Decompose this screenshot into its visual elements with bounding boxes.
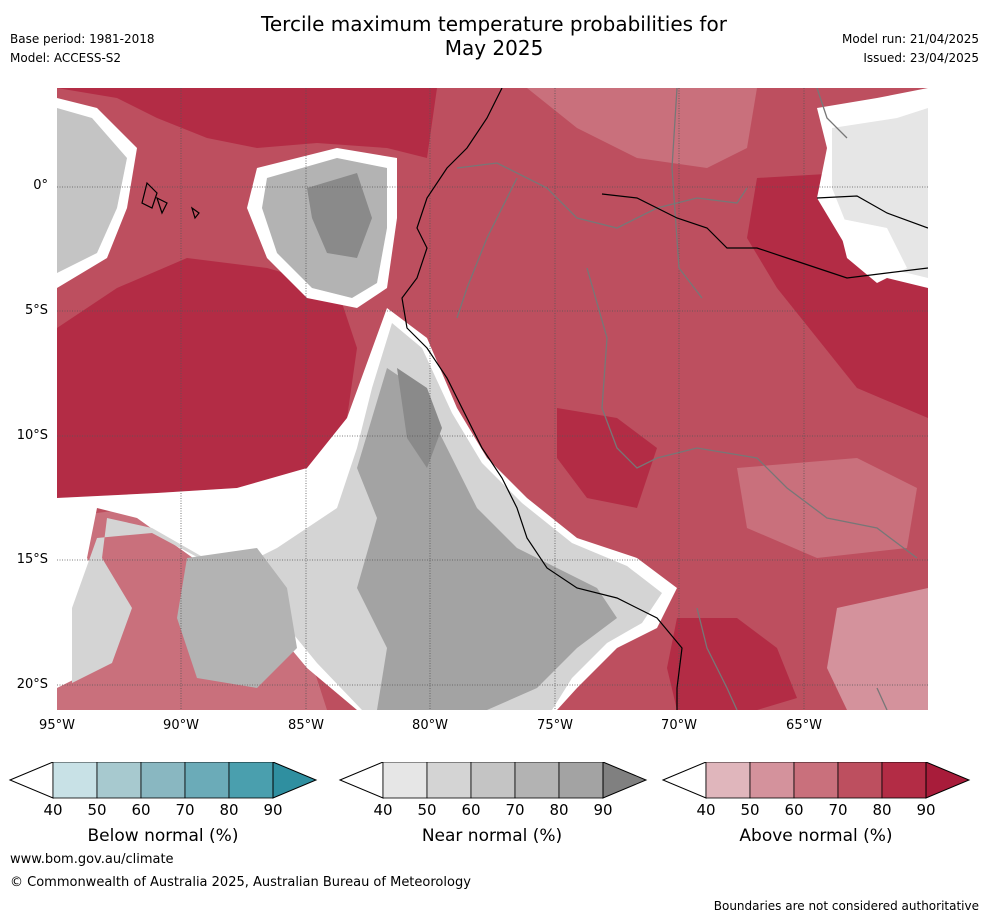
lon-label: 95°W xyxy=(39,718,75,733)
title-line-2: May 2025 xyxy=(444,36,544,60)
colorbar-segment xyxy=(749,762,795,799)
colorbar-ticks-near: 40 50 60 70 80 90 xyxy=(338,801,650,821)
copyright-text: © Commonwealth of Australia 2025, Austra… xyxy=(10,875,471,890)
lon-label: 80°W xyxy=(412,718,448,733)
colorbar-tick-label: 80 xyxy=(872,801,892,819)
colorbar-tick-label: 60 xyxy=(131,801,151,819)
near-normal-region xyxy=(57,108,127,273)
colorbar-segment xyxy=(793,762,839,799)
colorbar-high-tip xyxy=(272,762,318,799)
lat-label: 15°S xyxy=(16,552,48,567)
colorbar-tick-label: 90 xyxy=(263,801,283,819)
title-line-1: Tercile maximum temperature probabilitie… xyxy=(261,12,727,36)
above-region xyxy=(527,88,757,168)
colorbar-near-normal xyxy=(338,762,648,799)
colorbar-tick-label: 70 xyxy=(175,801,195,819)
colorbar-ticks-below: 40 50 60 70 80 90 xyxy=(8,801,320,821)
colorbar-tick-label: 80 xyxy=(219,801,239,819)
lat-label: 20°S xyxy=(16,677,48,692)
graticule xyxy=(57,88,928,710)
model-text: Model: ACCESS-S2 xyxy=(10,51,122,65)
colorbar-title-near: Near normal (%) xyxy=(421,826,563,846)
colorbar-segment xyxy=(837,762,883,799)
colorbar-segment xyxy=(140,762,186,799)
near-normal-region xyxy=(837,218,907,283)
colorbar-tick-label: 50 xyxy=(87,801,107,819)
colorbar-segment xyxy=(96,762,142,799)
probability-map[interactable] xyxy=(57,88,928,710)
lat-label: 0° xyxy=(33,178,48,193)
map-title: Tercile maximum temperature probabilitie… xyxy=(0,12,988,60)
colorbar-segment xyxy=(426,762,472,799)
colorbar-segment xyxy=(558,762,604,799)
colorbar-segment xyxy=(705,762,751,799)
colorbar-segment xyxy=(881,762,927,799)
issued-text: Issued: 23/04/2025 xyxy=(863,51,979,65)
colorbar-high-tip xyxy=(602,762,648,799)
colorbar-low-tip xyxy=(338,762,384,799)
above-region xyxy=(57,88,437,158)
colorbar-low-tip xyxy=(661,762,707,799)
colorbar-tick-label: 90 xyxy=(916,801,936,819)
colorbar-low-tip xyxy=(8,762,54,799)
colorbar-above-normal xyxy=(661,762,971,799)
colorbar-segment xyxy=(52,762,98,799)
colorbar-tick-label: 50 xyxy=(417,801,437,819)
source-url-link[interactable]: www.bom.gov.au/climate xyxy=(10,852,174,867)
colorbar-segment xyxy=(228,762,274,799)
near-normal-region xyxy=(177,548,297,688)
lat-label: 10°S xyxy=(16,428,48,443)
colorbar-tick-label: 60 xyxy=(784,801,804,819)
colorbar-tick-label: 80 xyxy=(549,801,569,819)
colorbar-segment xyxy=(382,762,428,799)
colorbar-tick-label: 90 xyxy=(593,801,613,819)
colorbar-high-tip xyxy=(925,762,971,799)
colorbar-title-below: Below normal (%) xyxy=(87,826,239,846)
base-period-text: Base period: 1981-2018 xyxy=(10,32,155,46)
above-region xyxy=(827,588,928,710)
lat-label: 5°S xyxy=(24,303,48,318)
colorbar-tick-label: 60 xyxy=(461,801,481,819)
colorbar-below-normal xyxy=(8,762,318,799)
lon-label: 75°W xyxy=(537,718,573,733)
lon-label: 85°W xyxy=(288,718,324,733)
lon-label: 65°W xyxy=(786,718,822,733)
lon-label: 90°W xyxy=(163,718,199,733)
coastline xyxy=(141,88,928,710)
colorbar-segment xyxy=(514,762,560,799)
country-borders xyxy=(456,88,918,710)
colorbar-tick-label: 40 xyxy=(696,801,716,819)
colorbar-title-above: Above normal (%) xyxy=(739,826,893,846)
colorbar-tick-label: 40 xyxy=(43,801,63,819)
model-run-text: Model run: 21/04/2025 xyxy=(841,32,979,46)
colorbar-tick-label: 40 xyxy=(373,801,393,819)
colorbar-tick-label: 70 xyxy=(505,801,525,819)
colorbar-tick-label: 50 xyxy=(740,801,760,819)
near-normal-region xyxy=(397,368,442,468)
above-region xyxy=(57,258,357,498)
above-region xyxy=(667,618,797,710)
near-normal-region xyxy=(307,173,372,258)
colorbar-segment xyxy=(184,762,230,799)
colorbar-tick-label: 70 xyxy=(828,801,848,819)
above-region xyxy=(557,408,657,508)
colorbar-ticks-above: 40 50 60 70 80 90 xyxy=(661,801,973,821)
boundary-note: Boundaries are not considered authoritat… xyxy=(713,899,979,913)
colorbar-segment xyxy=(470,762,516,799)
lon-label: 70°W xyxy=(661,718,697,733)
